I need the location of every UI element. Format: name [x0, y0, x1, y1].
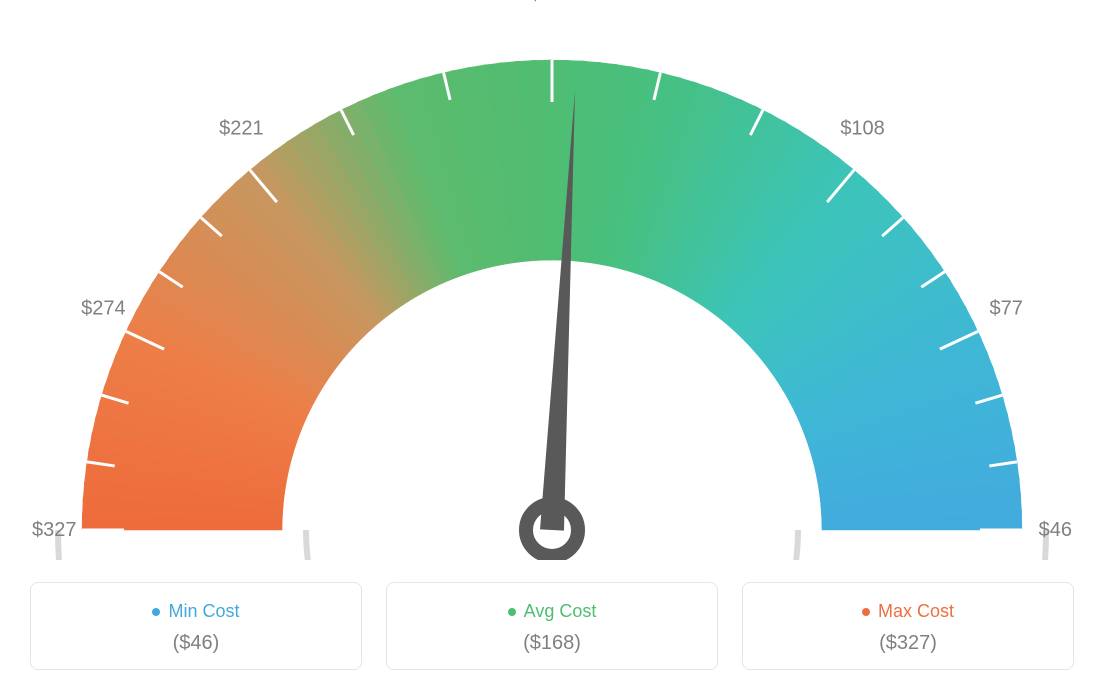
- legend-value-avg: ($168): [399, 632, 705, 655]
- legend-label-max: Max Cost: [878, 601, 954, 622]
- legend-value-max: ($327): [755, 632, 1061, 655]
- cost-gauge-chart: $46 $77 $108 $168 $221 $274 $327: [0, 0, 1104, 560]
- legend-value-min: ($46): [43, 632, 349, 655]
- svg-text:$108: $108: [840, 118, 885, 140]
- legend-label-avg: Avg Cost: [524, 601, 597, 622]
- legend-dot-min: [152, 608, 160, 616]
- legend-dot-avg: [508, 608, 516, 616]
- svg-text:$168: $168: [530, 0, 575, 5]
- legend-card-min: Min Cost ($46): [30, 582, 362, 670]
- svg-text:$274: $274: [81, 298, 126, 320]
- legend-card-max: Max Cost ($327): [742, 582, 1074, 670]
- svg-text:$77: $77: [990, 298, 1023, 320]
- svg-text:$46: $46: [1039, 519, 1072, 541]
- svg-text:$221: $221: [219, 118, 264, 140]
- legend-row: Min Cost ($46) Avg Cost ($168) Max Cost …: [30, 582, 1074, 670]
- legend-card-avg: Avg Cost ($168): [386, 582, 718, 670]
- legend-dot-max: [862, 608, 870, 616]
- svg-text:$327: $327: [32, 519, 77, 541]
- legend-label-min: Min Cost: [168, 601, 239, 622]
